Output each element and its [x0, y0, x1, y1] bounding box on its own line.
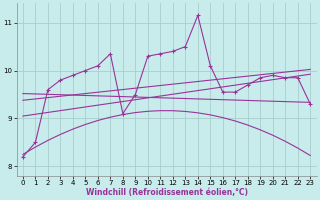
X-axis label: Windchill (Refroidissement éolien,°C): Windchill (Refroidissement éolien,°C)	[85, 188, 248, 197]
